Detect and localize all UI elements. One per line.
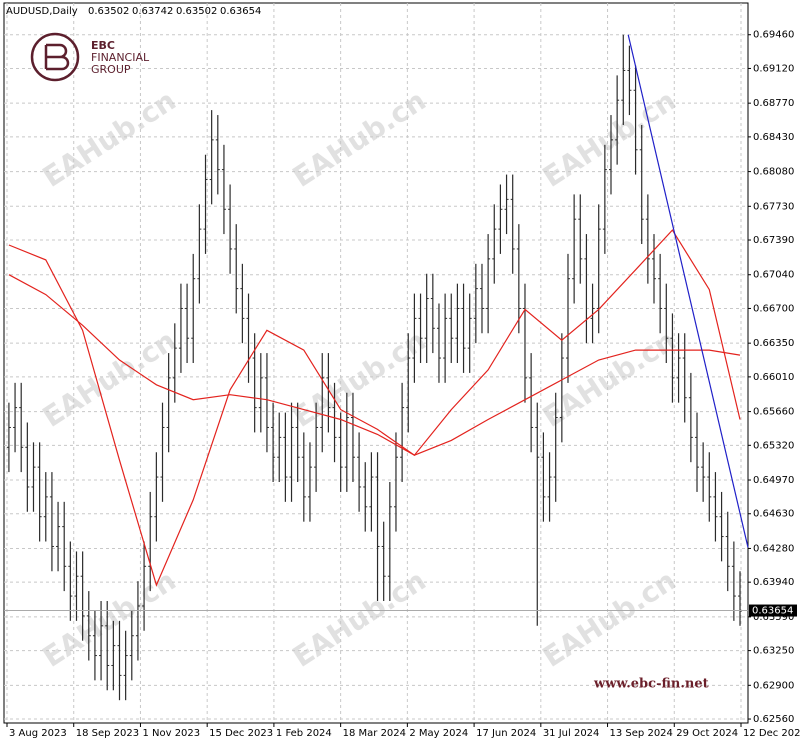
- grid: [4, 3, 748, 723]
- y-tick-label: 0.63250: [753, 646, 794, 657]
- y-tick-label: 0.64970: [753, 475, 794, 486]
- y-tick-label: 0.66010: [753, 372, 794, 383]
- last-price-label: 0.63654: [752, 606, 793, 617]
- y-tick-label: 0.67730: [753, 201, 794, 212]
- moving-average: [8, 229, 741, 587]
- x-tick-label: 1 Nov 2023: [142, 728, 200, 739]
- last-price-box: [749, 604, 797, 617]
- x-tick-label: 17 Jun 2024: [476, 728, 536, 739]
- x-tick-label: 1 Feb 2024: [276, 728, 332, 739]
- trendline: [627, 34, 749, 548]
- y-tick-label: 0.66350: [753, 338, 794, 349]
- x-tick-label: 3 Aug 2023: [9, 728, 67, 739]
- y-tick-label: 0.67040: [753, 270, 794, 281]
- logo-name: EBC: [91, 39, 115, 52]
- website: www.ebc-fin.net: [593, 677, 709, 692]
- x-tick-label: 12 Dec 2024: [743, 728, 800, 739]
- y-tick-label: 0.63940: [753, 577, 794, 588]
- y-tick-label: 0.64280: [753, 543, 794, 554]
- y-tick-label: 0.68770: [753, 98, 794, 109]
- x-tick-label: 18 Sep 2023: [76, 728, 139, 739]
- header-value: 0.63742: [132, 6, 173, 17]
- y-tick-label: 0.62560: [753, 714, 794, 725]
- logo-icon: [44, 43, 70, 71]
- y-tick-label: 0.69120: [753, 63, 794, 74]
- logo-line: FINANCIAL: [91, 51, 150, 64]
- y-tick-label: 0.69460: [753, 30, 794, 41]
- logo: EBC FINANCIAL GROUP: [30, 32, 150, 82]
- y-tick-label: 0.62900: [753, 680, 794, 691]
- x-tick-label: 2 May 2024: [409, 728, 468, 739]
- x-tick-label: 18 Mar 2024: [343, 728, 406, 739]
- moving-average: [8, 274, 741, 456]
- y-tick-label: 0.65320: [753, 440, 794, 451]
- y-tick-label: 0.65660: [753, 407, 794, 418]
- y-tick-label: 0.64630: [753, 509, 794, 520]
- y-tick-label: 0.66700: [753, 303, 794, 314]
- symbol: AUDUSD,Daily: [6, 6, 78, 17]
- y-tick-label: 0.68080: [753, 167, 794, 178]
- x-tick-label: 15 Dec 2023: [209, 728, 273, 739]
- header-value: 0.63502: [88, 6, 129, 17]
- y-tick-label: 0.68430: [753, 132, 794, 143]
- bars: [6, 34, 743, 701]
- y-tick-label: 0.63590: [753, 612, 794, 623]
- x-tick-label: 31 Jul 2024: [543, 728, 600, 739]
- header-value: 0.63654: [220, 6, 261, 17]
- header-value: 0.63502: [176, 6, 217, 17]
- plot-frame: [3, 2, 749, 724]
- x-tick-label: 29 Oct 2024: [676, 728, 738, 739]
- logo-line: GROUP: [91, 63, 131, 76]
- logo-mark: [30, 32, 80, 82]
- y-tick-label: 0.67390: [753, 235, 794, 246]
- x-tick-label: 13 Sep 2024: [610, 728, 673, 739]
